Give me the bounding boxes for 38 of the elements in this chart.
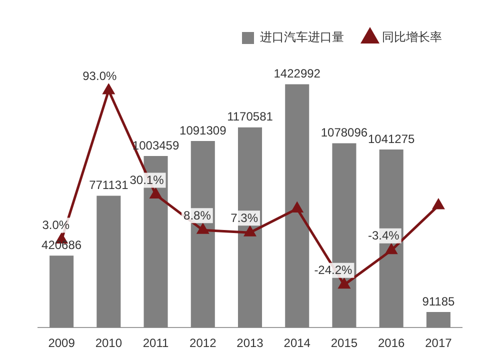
data-label: -3.4%: [368, 228, 400, 243]
bar: [285, 84, 310, 328]
legend-label: 同比增长率: [382, 30, 442, 44]
x-tick-label: 2012: [190, 336, 217, 350]
x-tick-label: 2016: [378, 336, 406, 350]
x-tick-label: 2011: [142, 336, 169, 350]
data-label: -24.2%: [314, 263, 353, 278]
point: [197, 224, 208, 234]
data-label: 1041275: [368, 132, 416, 146]
point: [432, 199, 444, 210]
bar: [426, 312, 450, 328]
data-label: 1091309: [180, 123, 227, 138]
bar: [50, 256, 74, 328]
data-label: 771131: [89, 178, 129, 192]
point: [292, 202, 303, 212]
data-label: 1422992: [274, 66, 321, 81]
data-label: 7.3%: [230, 210, 258, 225]
x-tick-label: 2013: [236, 336, 264, 350]
x-tick-label: 2009: [48, 336, 76, 350]
point: [103, 84, 114, 94]
bar: [96, 196, 121, 328]
data-label: 1170581: [227, 110, 274, 124]
data-label: 30.1%: [130, 173, 164, 188]
x-tick-label: 2017: [425, 336, 452, 350]
data-label: 93.0%: [82, 68, 117, 83]
x-tick-label: 2015: [330, 336, 358, 350]
data-label: 8.8%: [184, 208, 212, 222]
point: [244, 226, 256, 236]
point: [386, 244, 397, 254]
x-tick-label: 2014: [284, 336, 311, 350]
data-label: 3.0%: [42, 218, 70, 232]
data-label: 1078096: [320, 126, 368, 140]
x-tick-label: 2010: [95, 336, 122, 350]
data-label: 91185: [422, 294, 456, 308]
point: [150, 188, 162, 199]
legend-label: 进口汽车进口量: [260, 30, 344, 44]
point: [338, 278, 350, 289]
data-label: 420686: [42, 238, 82, 252]
